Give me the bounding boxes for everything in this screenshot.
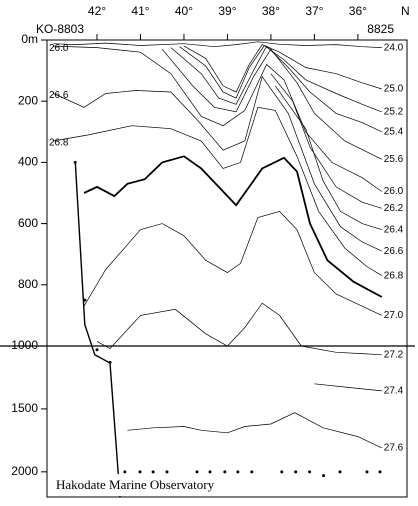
contour-label: 27.4 bbox=[384, 386, 404, 397]
contour-label: 26.8 bbox=[384, 270, 404, 281]
y-tick-label: 1000 bbox=[11, 338, 38, 352]
y-tick-label: 400 bbox=[18, 155, 38, 169]
contour-label: 26.4 bbox=[384, 224, 404, 235]
sample-dot bbox=[83, 298, 87, 302]
contour-label: 25.0 bbox=[384, 84, 404, 95]
contour-label: 25.4 bbox=[384, 126, 404, 137]
contour-label: 27.6 bbox=[384, 443, 404, 454]
sample-dot bbox=[108, 360, 112, 364]
contour-label: 25.6 bbox=[384, 154, 404, 165]
contour-line bbox=[53, 45, 383, 192]
credit-background bbox=[50, 474, 250, 496]
sample-dot bbox=[195, 470, 199, 474]
y-tick-label: 600 bbox=[18, 216, 38, 230]
contour-label: 26.8 bbox=[49, 138, 69, 149]
contour-label: 26.6 bbox=[384, 246, 404, 257]
sample-dot bbox=[308, 470, 312, 474]
sample-dot bbox=[95, 348, 99, 352]
x-tick-label: 40° bbox=[175, 4, 193, 18]
credit: Hakodate Marine Observatory bbox=[56, 477, 215, 492]
contour-line bbox=[83, 155, 383, 298]
sample-dot bbox=[322, 474, 326, 478]
contour-line bbox=[127, 412, 382, 449]
contour-line bbox=[270, 73, 382, 209]
contour-label: 27.2 bbox=[384, 349, 404, 360]
contour-label: 26.2 bbox=[384, 203, 404, 214]
end-label: 8825 bbox=[367, 22, 394, 36]
contour-label: 25.2 bbox=[384, 107, 404, 118]
contour-line bbox=[179, 45, 382, 113]
x-tick-label: 39° bbox=[218, 4, 236, 18]
x-tick-label: 38° bbox=[262, 4, 280, 18]
contour-line bbox=[53, 106, 382, 276]
y-tick-label: 0m bbox=[21, 32, 38, 46]
sample-dot bbox=[250, 470, 254, 474]
y-tick-label: 1500 bbox=[11, 401, 38, 415]
x-tick-label: 41° bbox=[131, 4, 149, 18]
y-tick-label: 2000 bbox=[11, 464, 38, 478]
contour-line bbox=[83, 211, 382, 316]
contour-label: 26.0 bbox=[384, 186, 404, 197]
contour-label: 24.0 bbox=[384, 42, 404, 53]
sample-dot bbox=[138, 470, 142, 474]
contour-label: 26.0 bbox=[49, 43, 69, 54]
sample-dot bbox=[378, 470, 382, 474]
contour-label: 26.6 bbox=[49, 90, 69, 101]
sample-dot bbox=[151, 470, 155, 474]
contour-line bbox=[96, 302, 382, 356]
contour-line bbox=[275, 85, 382, 231]
direction-label: N bbox=[401, 4, 410, 18]
slope-line bbox=[74, 162, 121, 498]
y-tick-label: 200 bbox=[18, 93, 38, 107]
sample-dot bbox=[280, 470, 284, 474]
start-label: KO-8803 bbox=[36, 22, 84, 36]
contour-line bbox=[53, 75, 382, 252]
sample-dot bbox=[165, 470, 169, 474]
contour-line bbox=[314, 383, 382, 392]
sample-dot bbox=[338, 470, 342, 474]
sample-dot bbox=[123, 470, 127, 474]
sample-dot bbox=[294, 470, 298, 474]
contour-line bbox=[53, 41, 382, 48]
sample-dot bbox=[208, 470, 212, 474]
sample-dot bbox=[236, 470, 240, 474]
contour-label: 27.0 bbox=[384, 310, 404, 321]
contour-line bbox=[170, 45, 382, 133]
x-tick-label: 37° bbox=[305, 4, 323, 18]
y-tick-label: 800 bbox=[18, 277, 38, 291]
sample-dot bbox=[365, 470, 369, 474]
plot-frame bbox=[46, 39, 408, 498]
x-tick-label: 36° bbox=[349, 4, 367, 18]
contour-line bbox=[183, 44, 382, 93]
sample-dot bbox=[223, 470, 227, 474]
contour-line bbox=[161, 48, 382, 160]
sample-dot bbox=[73, 160, 77, 164]
x-tick-label: 42° bbox=[88, 4, 106, 18]
